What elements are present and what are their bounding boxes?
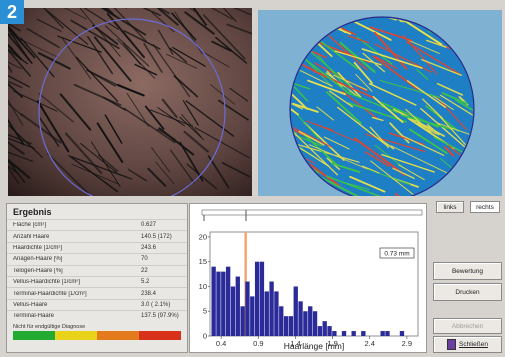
results-row-label: Telogen-Haare [%]: [7, 268, 141, 274]
scalp-photo: [8, 8, 252, 196]
results-row-value: 5.2: [141, 279, 187, 285]
histogram-bar: [318, 326, 322, 336]
results-row-value: 137.5 (97.9%): [141, 313, 187, 319]
histogram-bar: [221, 272, 225, 336]
analysis-view: [258, 10, 502, 196]
histogram-bar: [294, 286, 298, 336]
scale-orange: [97, 331, 139, 340]
results-row-label: Terminal-Haardichte [1/cm²]: [7, 291, 141, 297]
results-row: Telogen-Haare [%]22: [7, 265, 187, 276]
side-buttons: links rechts Bewertung Drucken Abbrechen…: [430, 200, 505, 354]
cancel-button[interactable]: Abbrechen: [433, 318, 502, 334]
x-tick-label: 0.4: [216, 339, 226, 348]
x-axis-label: Haarlänge [mm]: [284, 341, 344, 351]
histogram-bar: [289, 316, 293, 336]
histogram-bar: [269, 282, 273, 336]
results-row-label: Terminal-Haare: [7, 313, 141, 319]
results-row-label: Vellus-Haare: [7, 302, 141, 308]
histogram-bar: [342, 331, 346, 336]
scalp-photo-image: [8, 8, 252, 196]
y-tick-label: 10: [199, 282, 207, 291]
histogram-bar: [240, 306, 244, 336]
histogram-bar: [327, 326, 331, 336]
right-button[interactable]: rechts: [470, 201, 500, 213]
diagnosis-note: Nicht für endgültige Diagnose: [7, 322, 187, 331]
close-button-label: Schließen: [459, 341, 488, 348]
results-row: Vellus-Haardichte [1/cm²]5.2: [7, 276, 187, 287]
x-tick-label: 0.9: [253, 339, 263, 348]
histogram-bar: [255, 262, 259, 336]
range-slider-track[interactable]: [202, 210, 422, 215]
figure-badge: 2: [0, 0, 24, 24]
histogram-bar: [352, 331, 356, 336]
y-tick-label: 20: [199, 232, 207, 241]
scale-red: [139, 331, 181, 340]
results-row-label: Anzahl Haare: [7, 234, 141, 240]
histogram-bar: [298, 301, 302, 336]
histogram-bar: [260, 262, 264, 336]
histogram-bar: [332, 331, 336, 336]
x-tick-label: 2.4: [364, 339, 374, 348]
results-row-label: Haardichte [1/cm²]: [7, 245, 141, 251]
histogram-bar: [303, 311, 307, 336]
y-tick-label: 15: [199, 257, 207, 266]
histogram-bar: [250, 296, 254, 336]
histogram-bar: [400, 331, 404, 336]
results-row: Anagen-Haare [%]70: [7, 253, 187, 264]
results-row-label: Vellus-Haardichte [1/cm²]: [7, 279, 141, 285]
results-row-value: 238.4: [141, 291, 187, 297]
results-title: Ergebnis: [7, 204, 187, 219]
histogram-bar: [231, 286, 235, 336]
close-button[interactable]: Schließen: [433, 336, 502, 353]
histogram-bar: [274, 291, 278, 336]
histogram-bar: [226, 267, 230, 336]
results-row-label: Anagen-Haare [%]: [7, 256, 141, 262]
histogram-bar: [313, 311, 317, 336]
histogram-bar: [279, 306, 283, 336]
results-row-label: Fläche [cm²]: [7, 222, 141, 228]
scale-green: [13, 331, 55, 340]
results-row-value: 140.5 (172): [141, 234, 187, 240]
results-row: Haardichte [1/cm²]243.6: [7, 242, 187, 253]
histogram-bar: [380, 331, 384, 336]
y-tick-label: 0: [203, 332, 207, 341]
histogram-bar: [385, 331, 389, 336]
histogram-bar: [361, 331, 365, 336]
print-button[interactable]: Drucken: [433, 283, 502, 301]
histogram-bar: [265, 291, 269, 336]
histogram-bar: [308, 306, 312, 336]
histogram-bar: [236, 277, 240, 336]
results-row-value: 22: [141, 268, 187, 274]
y-tick-label: 5: [203, 307, 207, 316]
analysis-image: [258, 10, 502, 196]
histogram-bar: [245, 282, 249, 336]
histogram-bar: [216, 272, 220, 336]
histogram-bar: [211, 267, 215, 336]
results-row-value: 0.627: [141, 222, 187, 228]
results-row-value: 70: [141, 256, 187, 262]
histogram-bar: [284, 316, 288, 336]
results-row-value: 243.6: [141, 245, 187, 251]
severity-scale: [13, 331, 181, 340]
scale-yellow: [55, 331, 97, 340]
x-tick-label: 2.9: [402, 339, 412, 348]
histogram-bar: [323, 321, 327, 336]
results-row: Fläche [cm²]0.627: [7, 219, 187, 230]
left-button[interactable]: links: [436, 201, 464, 213]
door-icon: [447, 339, 456, 350]
results-row: Terminal-Haardichte [1/cm²]238.4: [7, 287, 187, 298]
rating-button[interactable]: Bewertung: [433, 262, 502, 280]
results-row-value: 3.0 ( 2.1%): [141, 302, 187, 308]
marker-label: 0.73 mm: [384, 251, 409, 258]
